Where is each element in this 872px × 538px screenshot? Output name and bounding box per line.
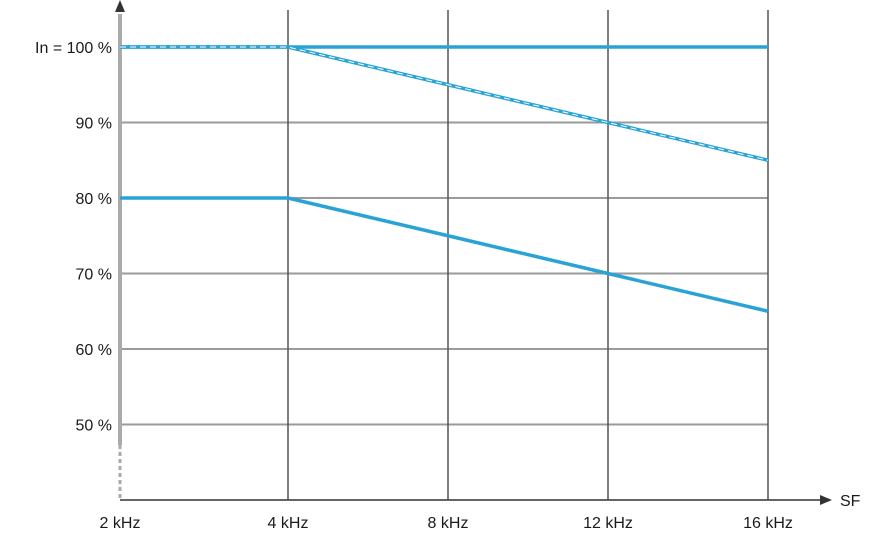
- axes: [115, 0, 832, 505]
- x-tick-label: 12 kHz: [583, 515, 633, 532]
- series-line-2: [120, 196, 769, 313]
- x-tick-label: 2 kHz: [100, 515, 141, 532]
- y-axis-arrowhead: [115, 0, 125, 12]
- x-tick-label: 4 kHz: [268, 515, 309, 532]
- series-line-1-base: [120, 45, 769, 162]
- x-tick-label: 8 kHz: [428, 515, 469, 532]
- tick-labels: In = 100 % 90 % 80 % 70 % 60 % 50 % 2 kHz 4 kHz…: [35, 40, 861, 532]
- y-tick-label: In = 100 %: [35, 40, 112, 57]
- y-tick-label: 50 %: [76, 418, 112, 435]
- y-tick-label: 70 %: [76, 267, 112, 284]
- x-axis-arrowhead: [820, 495, 832, 505]
- y-tick-label: 80 %: [76, 191, 112, 208]
- series-line-1-dash: [120, 46, 769, 161]
- x-tick-label: 16 kHz: [743, 515, 793, 532]
- y-tick-label: 60 %: [76, 342, 112, 359]
- y-tick-label: 90 %: [76, 116, 112, 133]
- series-lines: [120, 45, 769, 313]
- x-axis-title: SF: [840, 493, 861, 510]
